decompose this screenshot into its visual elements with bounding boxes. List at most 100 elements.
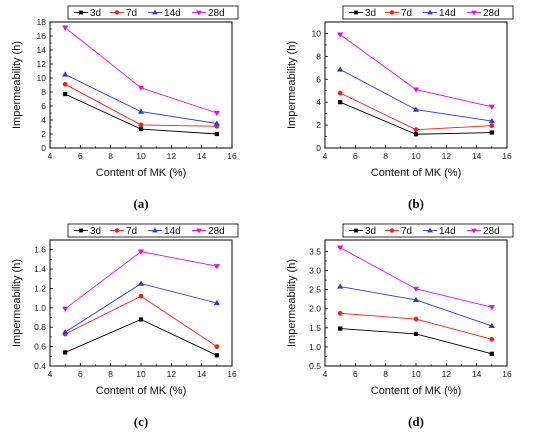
y-tick-label: 16 — [37, 31, 47, 41]
data-point-7d — [138, 293, 144, 299]
legend-label-28d: 28d — [208, 8, 225, 19]
data-point-14d — [137, 280, 145, 286]
panel-1: 4 6 8 10 12 14 16 0 2 4 6 8 10 Content of MK (%) Imper… — [286, 5, 514, 211]
y-axis-label: Impermeability (h) — [11, 41, 23, 129]
legend-label-28d: 28d — [208, 226, 225, 237]
data-point-14d — [213, 299, 220, 306]
y-tick-label: 1.2 — [34, 283, 46, 293]
data-point-3d — [338, 100, 343, 105]
x-tick-label: 12 — [167, 151, 177, 161]
legend-label-3d: 3d — [365, 226, 376, 237]
data-point-14d — [62, 71, 69, 77]
series-line-28d — [64, 27, 217, 114]
x-tick-label: 8 — [383, 151, 388, 161]
data-point-14d — [412, 296, 420, 303]
legend-marker-14d — [427, 9, 433, 15]
series-line-14d — [64, 283, 217, 333]
data-point-3d — [63, 92, 68, 97]
legend-label-28d: 28d — [483, 226, 500, 237]
data-point-14d — [337, 283, 344, 289]
y-tick-label: 8 — [316, 51, 321, 61]
legend-marker-14d — [152, 227, 158, 233]
legend-label-14d: 14d — [164, 8, 181, 19]
data-point-3d — [214, 353, 219, 358]
legend-marker-3d — [354, 228, 358, 233]
x-tick-label: 6 — [78, 151, 83, 161]
data-point-7d — [413, 316, 419, 322]
data-point-7d — [138, 122, 144, 128]
y-tick-label: 1.5 — [309, 323, 321, 333]
x-axis-label: Content of MK (%) — [371, 167, 461, 179]
x-tick-label: 10 — [136, 151, 146, 161]
x-tick-label: 4 — [323, 369, 328, 379]
y-tick-label: 10 — [312, 28, 322, 38]
x-tick-label: 14 — [472, 151, 482, 161]
y-tick-label: 3.0 — [309, 266, 321, 276]
panel-caption: (d) — [408, 414, 424, 429]
x-tick-label: 16 — [227, 151, 237, 161]
x-axis-label: Content of MK (%) — [96, 385, 186, 397]
legend-marker-14d — [152, 9, 158, 15]
data-point-14d — [62, 328, 69, 335]
x-tick-label: 12 — [442, 151, 452, 161]
legend-label-3d: 3d — [365, 8, 376, 19]
data-point-7d — [337, 310, 343, 316]
x-axis-label: Content of MK (%) — [371, 385, 461, 397]
legend-marker-14d — [427, 227, 433, 233]
y-tick-label: 8 — [41, 87, 46, 97]
legend-label-14d: 14d — [439, 226, 456, 237]
x-tick-label: 12 — [442, 369, 452, 379]
y-tick-label: 3.5 — [309, 246, 321, 256]
x-tick-label: 16 — [502, 369, 512, 379]
x-tick-label: 16 — [502, 151, 512, 161]
x-tick-label: 16 — [227, 369, 237, 379]
data-point-7d — [214, 344, 220, 350]
data-point-3d — [138, 317, 144, 322]
y-tick-label: 2.0 — [309, 304, 321, 314]
legend-marker-3d — [354, 10, 358, 15]
data-point-3d — [489, 351, 494, 356]
data-point-3d — [338, 326, 343, 331]
data-point-28d — [337, 245, 344, 251]
data-point-28d — [62, 306, 69, 312]
legend-marker-3d — [79, 228, 83, 233]
panel-3: 4 6 8 10 12 14 16 0.5 1.0 1.5 2.0 2.5 3.0 3.5 Content … — [286, 223, 514, 429]
legend-label-28d: 28d — [483, 8, 500, 19]
data-point-28d — [488, 305, 495, 311]
legend-marker-28d — [196, 228, 202, 234]
x-tick-label: 4 — [48, 151, 53, 161]
x-tick-label: 6 — [353, 369, 358, 379]
y-tick-label: 4 — [316, 97, 321, 107]
data-point-3d — [214, 131, 219, 137]
data-point-28d — [137, 85, 145, 91]
data-point-14d — [213, 120, 220, 126]
x-tick-label: 10 — [411, 151, 421, 161]
data-point-14d — [412, 106, 420, 112]
data-point-14d — [488, 322, 495, 329]
y-tick-label: 0 — [316, 143, 321, 153]
y-tick-label: 12 — [37, 59, 47, 69]
series-line-3d — [64, 318, 218, 356]
panel-caption: (b) — [408, 196, 424, 211]
x-tick-label: 10 — [411, 369, 421, 379]
x-tick-label: 14 — [197, 151, 207, 161]
x-tick-label: 8 — [108, 151, 113, 161]
panel-caption: (c) — [134, 414, 148, 429]
y-tick-label: 0.6 — [34, 342, 46, 352]
data-point-3d — [413, 331, 419, 337]
data-point-14d — [488, 117, 495, 124]
y-tick-label: 10 — [37, 73, 47, 83]
data-point-7d — [489, 336, 495, 342]
x-tick-label: 4 — [48, 369, 53, 379]
data-point-28d — [137, 249, 145, 255]
y-tick-label: 0.8 — [34, 322, 46, 332]
x-tick-label: 8 — [108, 369, 113, 379]
x-axis-label: Content of MK (%) — [96, 167, 186, 179]
x-tick-label: 8 — [383, 369, 388, 379]
legend-label-14d: 14d — [164, 226, 181, 237]
y-tick-label: 2 — [316, 120, 321, 130]
series-line-14d — [339, 69, 492, 122]
panel-2: 4 6 8 10 12 14 16 0.4 0.6 0.8 1.0 1.2 1.4 1.6 Content … — [11, 223, 239, 429]
legend-marker-28d — [471, 228, 477, 234]
